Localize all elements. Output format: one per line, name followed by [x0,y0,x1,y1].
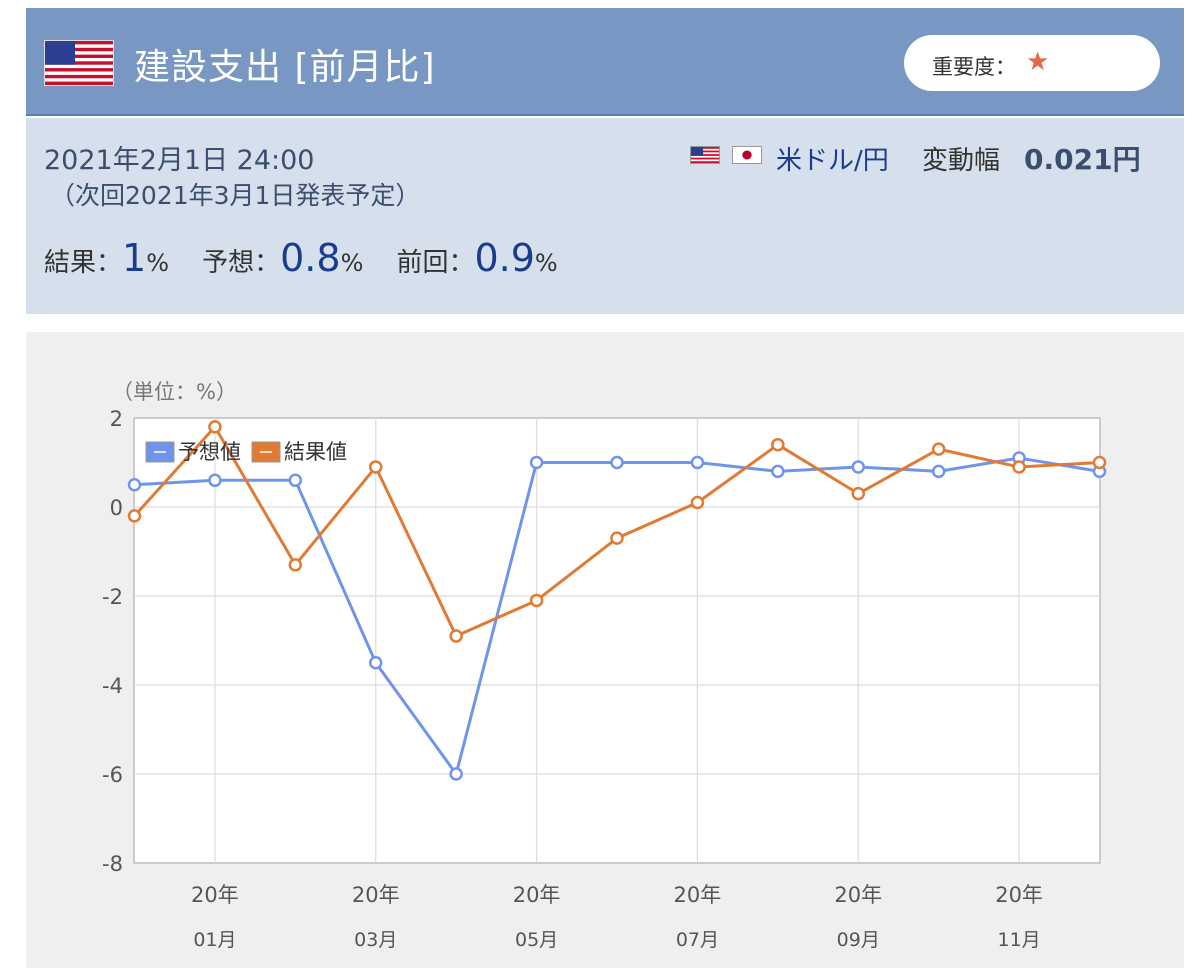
line-chart: 2 0 -2 -4 -6 -8 20年 01月 20年 03月 20年 05月 20年 07月 20年 09… [102,380,1107,951]
result-value: 1 [122,236,147,280]
data-point[interactable] [771,464,785,479]
change-value: 0.021円 [1024,143,1141,176]
forecast-unit: % [340,249,364,277]
x-axis-ticks: 20年 01月 20年 03月 20年 05月 20年 07月 20年 09月 20年 11月 [191,883,1043,951]
y-tick-label: -6 [102,763,123,787]
info-panel: 2021年2月1日 24:00 （次回2021年3月1日発表予定） 米ドル/円 … [26,118,1184,314]
legend-label: 予想値 [178,440,241,464]
data-point[interactable] [851,486,865,501]
y-tick-label: -4 [102,674,123,698]
data-point[interactable] [369,460,383,474]
result-unit: % [146,249,170,277]
us-flag-icon [690,146,720,164]
series-result [127,420,1107,643]
data-point[interactable] [931,464,946,479]
data-point[interactable] [690,495,705,510]
page-title: 建設支出 [前月比] [134,47,436,88]
data-point[interactable] [771,437,785,452]
header-bar: 建設支出 [前月比] 重要度： ★ [26,8,1184,116]
data-point[interactable] [1092,455,1107,470]
previous-label: 前回： [396,248,475,278]
data-point[interactable] [127,478,142,492]
y-tick-label: -2 [102,585,123,609]
data-point[interactable] [208,473,222,488]
stats-row: 結果：1% 予想：0.8% 前回：0.9% [44,236,586,286]
y-axis-ticks: 2 0 -2 -4 -6 -8 [102,407,123,876]
us-flag-icon [44,40,114,86]
x-tick-label-year: 20年 [513,883,561,907]
x-tick-label-year: 20年 [191,883,239,907]
data-point[interactable] [449,767,463,781]
x-tick-label-year: 20年 [674,883,722,907]
data-point[interactable] [288,558,303,572]
y-tick-label: 0 [110,496,123,520]
x-tick-label-month: 09月 [837,929,880,951]
forecast-label: 予想： [202,248,281,278]
series-lines [127,420,1107,781]
previous-value: 0.9 [474,236,535,280]
release-date: 2021年2月1日 24:00 [44,145,315,176]
change-label: 変動幅 [922,146,1001,176]
data-point[interactable] [288,473,303,488]
plot-area [133,417,1101,864]
data-point[interactable] [1012,460,1026,474]
x-tick-label-month: 11月 [997,929,1040,951]
data-point[interactable] [690,455,705,470]
previous-unit: % [534,249,558,277]
data-point[interactable] [931,442,946,456]
chart-panel: 2 0 -2 -4 -6 -8 20年 01月 20年 03月 20年 05月 20年 07月 20年 09… [26,332,1184,968]
grid-lines [134,418,1100,863]
data-point[interactable] [610,455,624,470]
data-point[interactable] [529,593,544,608]
japan-flag-icon [732,146,762,164]
result-label: 結果： [44,248,123,278]
data-point[interactable] [610,531,624,545]
x-tick-label-month: 01月 [193,929,236,951]
y-tick-label: -8 [102,852,123,876]
x-tick-label-month: 05月 [515,929,558,951]
next-release-note: （次回2021年3月1日発表予定） [50,181,421,210]
x-tick-label-month: 07月 [676,929,719,951]
currency-pair-link[interactable]: 米ドル/円 [776,146,889,176]
series-forecast [127,451,1107,781]
x-tick-label-year: 20年 [995,883,1043,907]
forecast-value: 0.8 [280,236,341,280]
data-point[interactable] [208,420,222,434]
y-tick-label: 2 [110,407,123,431]
x-tick-label-year: 20年 [352,883,400,907]
importance-label: 重要度： [932,55,1016,79]
importance-badge: 重要度： ★ [904,35,1160,91]
data-point[interactable] [127,509,142,523]
x-tick-label-month: 03月 [354,929,397,951]
x-tick-label-year: 20年 [834,883,882,907]
star-icon: ★ [1026,47,1050,77]
chart-legend: 予想値 結果値 [145,440,347,464]
data-point[interactable] [369,656,383,670]
data-point[interactable] [529,455,544,470]
data-point[interactable] [851,460,865,474]
data-point[interactable] [449,629,463,643]
unit-label: （単位：%） [112,380,237,404]
legend-label: 結果値 [284,440,347,464]
